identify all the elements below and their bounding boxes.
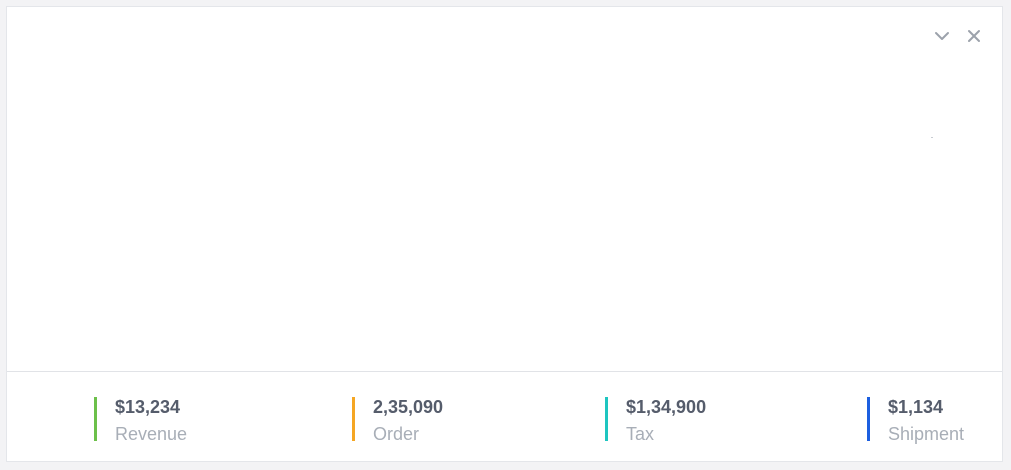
collapse-button[interactable] xyxy=(932,26,952,46)
chart-point xyxy=(931,137,933,138)
stat-shipment: $1,134 Shipment xyxy=(867,397,964,444)
close-button[interactable] xyxy=(964,26,984,46)
stat-order: 2,35,090 Order xyxy=(352,397,444,444)
stats-card: $13,234 Revenue 2,35,090 Order $1,34,900… xyxy=(6,6,1003,462)
close-icon xyxy=(968,30,980,42)
stat-value: $13,234 xyxy=(115,397,181,417)
stat-value: 2,35,090 xyxy=(373,397,444,417)
stat-revenue: $13,234 Revenue xyxy=(94,397,187,444)
card-tools xyxy=(932,26,984,46)
stat-label: Tax xyxy=(626,424,655,444)
chevron-down-icon xyxy=(935,32,949,40)
stats-summary: $13,234 Revenue 2,35,090 Order $1,34,900… xyxy=(7,371,1002,462)
stat-label: Shipment xyxy=(888,424,965,444)
stat-label: Revenue xyxy=(115,424,188,444)
stat-value: $1,34,900 xyxy=(626,397,707,417)
stat-value: $1,134 xyxy=(888,397,944,417)
stat-tax: $1,34,900 Tax xyxy=(605,397,707,444)
stat-label: Order xyxy=(373,424,420,444)
chart-area xyxy=(7,7,1002,371)
